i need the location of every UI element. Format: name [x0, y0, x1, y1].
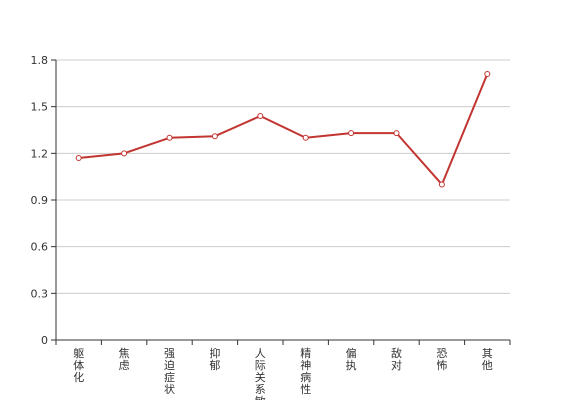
y-tick-label: 1.8	[31, 54, 49, 67]
x-category-label: 强迫症状	[164, 347, 175, 396]
x-category-label: 其他	[482, 347, 493, 372]
y-tick-label: 0.9	[31, 194, 49, 207]
data-point[interactable]	[484, 71, 491, 77]
series-markers	[75, 71, 491, 188]
x-axis-tick-labels: 躯体化 焦虑 强迫症状 抑郁 人际关系敏感 精神病性 偏执 敌对 恐怖 其他	[73, 346, 493, 400]
data-point[interactable]	[75, 155, 82, 161]
x-category-label: 偏执	[346, 346, 357, 372]
x-category-label: 敌对	[391, 346, 402, 372]
data-point[interactable]	[121, 150, 128, 157]
data-point[interactable]	[393, 130, 400, 137]
grid-lines	[56, 59, 510, 294]
series-line	[78, 73, 489, 186]
x-category-label: 抑郁	[209, 346, 220, 372]
x-category-label: 人际关系敏感	[255, 347, 266, 400]
data-point[interactable]	[166, 134, 173, 141]
x-category-label: 精神病性	[300, 347, 311, 396]
data-point[interactable]	[257, 113, 264, 119]
data-point[interactable]	[438, 181, 445, 188]
data-point[interactable]	[348, 130, 355, 137]
y-tick-label: 0.3	[31, 287, 49, 300]
x-category-label: 躯体化	[73, 347, 84, 384]
series-line-group	[78, 73, 489, 186]
y-axis-tick-labels: 0 0.3 0.6 0.9 1.2 1.5 1.8	[31, 54, 49, 347]
x-category-label: 焦虑	[119, 347, 130, 372]
data-point[interactable]	[302, 134, 309, 141]
y-tick-label: 0.6	[31, 241, 49, 254]
y-tick-label: 0	[41, 334, 48, 347]
data-point[interactable]	[211, 133, 218, 140]
axes	[51, 59, 511, 345]
x-category-label: 恐怖	[436, 347, 447, 372]
y-tick-label: 1.2	[31, 147, 49, 160]
y-tick-label: 1.5	[31, 101, 49, 114]
